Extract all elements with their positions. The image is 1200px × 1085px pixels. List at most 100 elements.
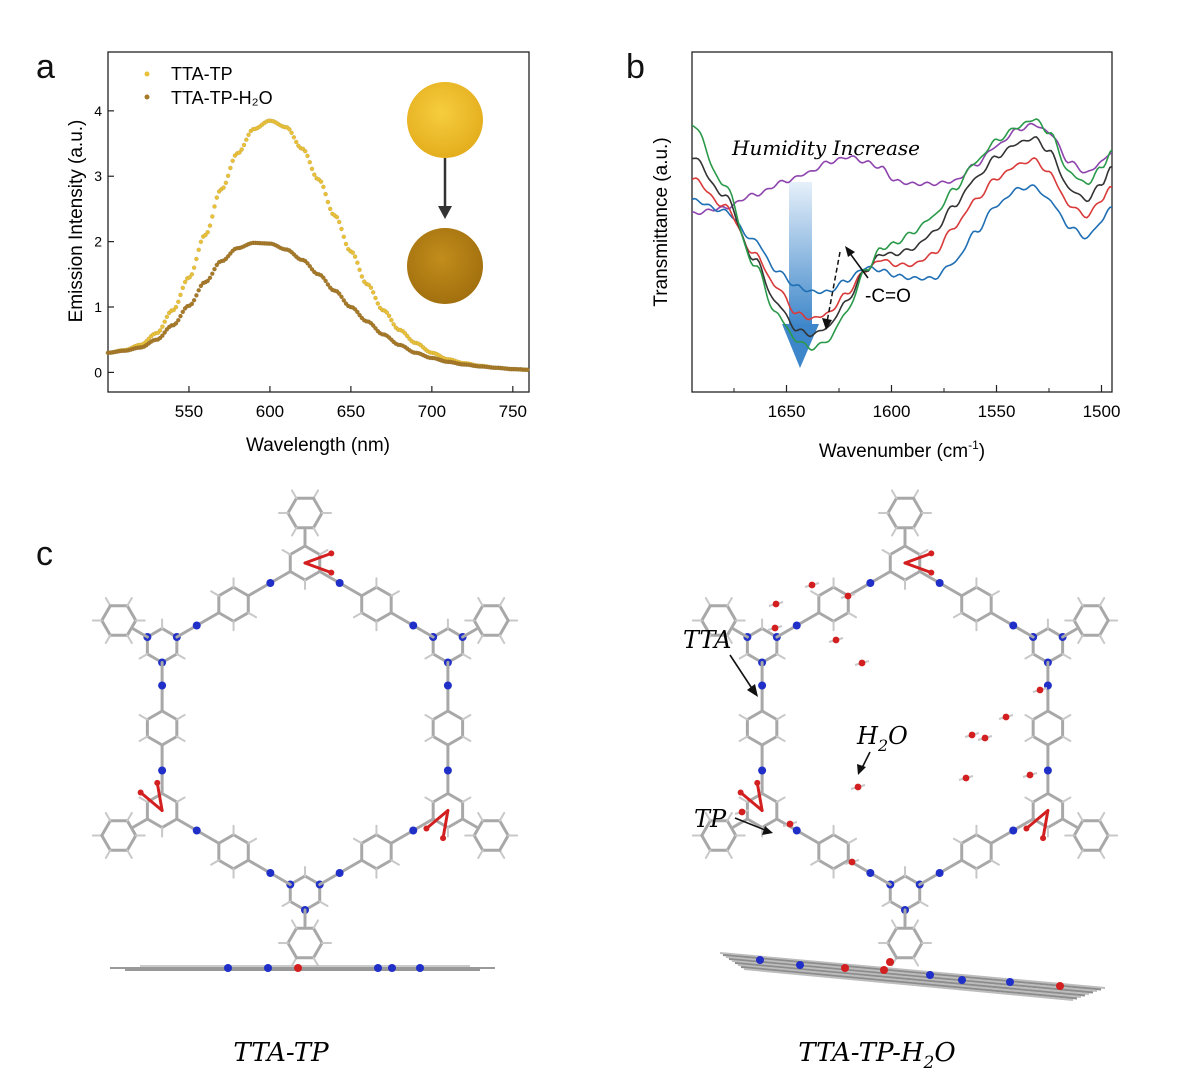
data-point [375,301,381,306]
data-point [237,150,242,155]
water-molecule [844,858,860,866]
data-point [389,317,394,323]
pointer-tp [734,817,766,831]
plot-frame-a [107,51,530,393]
x-tick-label-a: 700 [418,402,446,421]
data-point [307,263,313,269]
side-view-ttatp-h2o [719,952,1106,1001]
data-point [341,298,347,303]
side-bond [743,968,1074,1001]
water-molecule [964,731,980,739]
axis-ticks-a: 550 600 650 700 750 0 1 2 3 4 [94,103,527,421]
series-ttatp [105,118,530,373]
x-axis-label-b: Wavenumber (cm-1) [819,438,985,462]
side-atom [958,976,966,984]
data-point [352,254,358,259]
data-point [214,262,220,268]
data-point [212,204,217,209]
data-point [207,223,213,228]
data-point [182,279,188,285]
series-ttatp_h2o [105,240,530,373]
data-point [223,180,229,186]
data-point [196,247,201,253]
data-point [194,293,199,298]
data-point [209,271,215,277]
spectrum-line [692,157,1112,321]
data-point [325,199,331,205]
data-point [180,285,186,291]
water-molecule [840,592,856,600]
water-molecule [804,581,820,589]
data-point [198,239,204,245]
x-tick-label-a: 650 [337,402,365,421]
sample-photo-dry [407,82,483,158]
side-bond [731,960,1090,995]
data-point [209,214,215,219]
carbonyl-pointer-head [845,246,855,257]
x-tick-label-a: 550 [175,402,203,421]
side-atom [294,964,302,972]
data-point [239,147,244,152]
data-point [175,299,181,305]
side-bond [728,958,1094,994]
side-atom [374,964,382,972]
water-molecule [977,734,993,742]
data-point [341,234,347,240]
data-point [205,278,210,284]
data-point [357,312,362,318]
data-point [404,333,410,339]
data-point [384,310,390,315]
ir-chart: 1650 1600 1550 1500 Humidity Increase -C=O … [651,51,1121,462]
data-point [370,323,376,328]
side-atom [880,966,888,974]
data-point [191,297,197,303]
pointer-tta [729,654,754,691]
water-molecule [1022,771,1038,779]
data-point [173,321,179,326]
data-point [323,278,328,284]
axis-ticks-b: 1650 1600 1550 1500 [733,385,1121,421]
data-point [178,313,183,319]
dashed-arrow-head [822,318,832,330]
data-point [336,291,342,296]
data-point [334,214,340,220]
water-molecule [958,774,974,782]
data-point [368,285,374,291]
data-point [366,282,372,288]
x-tick-label-b: 1550 [978,402,1016,421]
data-point [287,127,292,132]
spectrum-line [692,136,1112,338]
data-point [525,367,530,373]
data-point [357,267,362,273]
data-point [225,253,231,259]
side-atom [841,964,849,972]
data-point [339,294,344,300]
side-atom [388,964,396,972]
data-point [230,158,235,164]
label-tp: TP [694,805,727,833]
data-point [160,333,165,338]
y-tick-label-a: 4 [94,103,102,119]
data-point [160,324,165,329]
label-h2o: H2O [856,722,908,755]
spectrum-line [692,122,1112,215]
spectrum-line [692,118,1112,351]
data-point [180,309,186,315]
side-bond [719,952,1106,989]
data-point [198,283,204,289]
side-atom [264,964,272,972]
x-tick-label-b: 1500 [1083,402,1121,421]
data-point [343,241,349,247]
data-point [305,153,310,159]
spectra-lines [692,118,1112,351]
side-atom [886,958,894,966]
data-point [307,159,313,165]
plot-frame-b [691,51,1113,393]
data-point [205,229,210,235]
water-molecule [828,636,844,644]
data-points-a [105,118,530,373]
data-point [321,275,326,281]
data-point [246,132,251,138]
data-point [187,275,192,280]
data-point [336,219,342,225]
